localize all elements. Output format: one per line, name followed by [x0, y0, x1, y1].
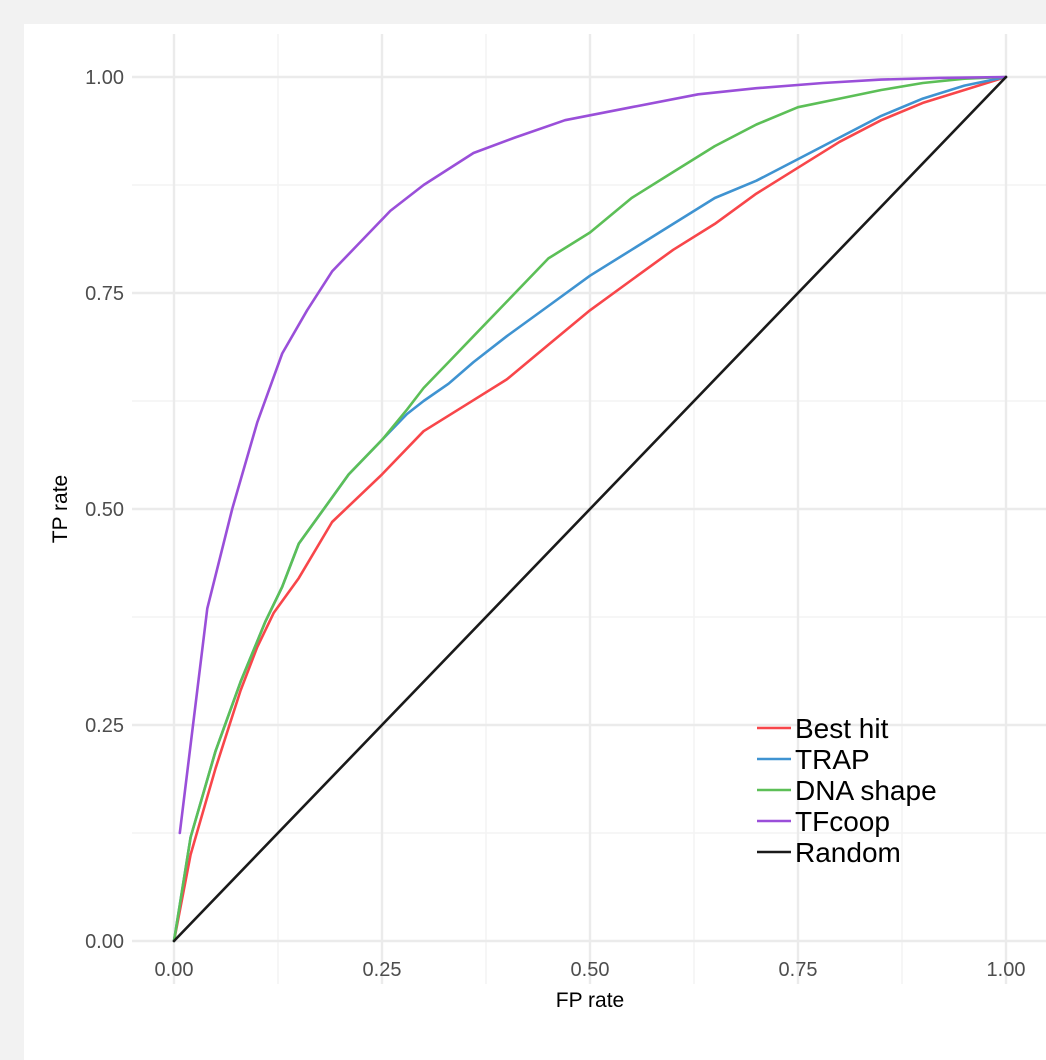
x-axis-title: FP rate [556, 989, 624, 1012]
x-tick-label-0: 0.00 [155, 959, 194, 981]
legend-label-3: TFcoop [795, 806, 890, 837]
y-tick-label-2: 0.50 [85, 499, 124, 521]
x-tick-label-3: 0.75 [779, 959, 818, 981]
legend-label-4: Random [795, 837, 901, 868]
y-axis-title: TP rate [49, 475, 72, 543]
x-tick-label-1: 0.25 [363, 959, 402, 981]
roc-chart: 0.00 0.25 0.50 0.75 1.00 0.00 0.25 0.50 0.75 1.00… [49, 34, 1046, 1012]
y-tick-label-1: 0.25 [85, 715, 124, 737]
chart-panel: 0.00 0.25 0.50 0.75 1.00 0.00 0.25 0.50 0.75 1.00… [24, 24, 1046, 1060]
y-tick-label-4: 1.00 [85, 67, 124, 89]
x-tick-label-2: 0.50 [571, 959, 610, 981]
series-lines [172, 75, 1008, 943]
x-tick-label-4: 1.00 [987, 959, 1026, 981]
y-tick-label-3: 0.75 [85, 283, 124, 305]
tick-labels: 0.00 0.25 0.50 0.75 1.00 0.00 0.25 0.50 0.75 1.00 [85, 67, 1025, 981]
y-tick-label-0: 0.00 [85, 931, 124, 953]
series-line-random [172, 75, 1008, 943]
series-line-best-hit [172, 75, 1008, 943]
series-line-tfcoop [178, 75, 1008, 835]
series-line-dna-shape [172, 75, 1008, 943]
legend-label-0: Best hit [795, 713, 889, 744]
legend-label-2: DNA shape [795, 775, 937, 806]
legend-label-1: TRAP [795, 744, 870, 775]
